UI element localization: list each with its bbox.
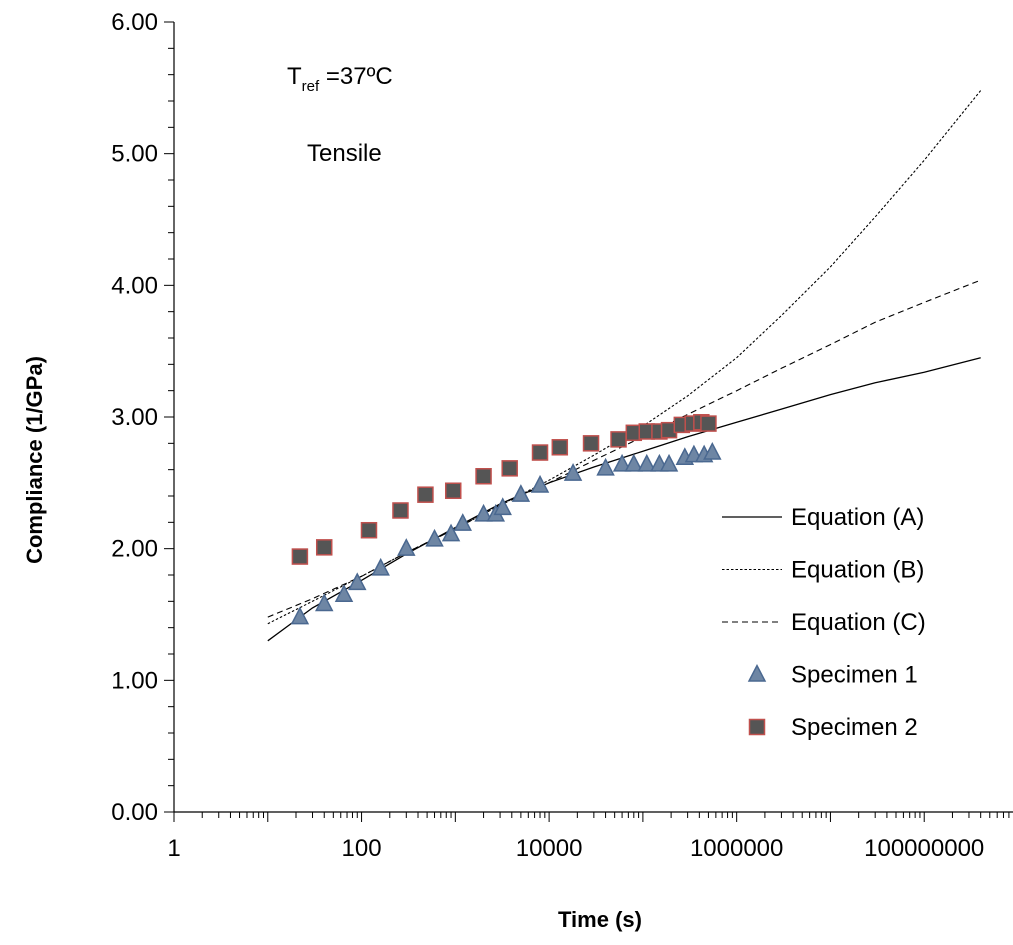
series-line-2 xyxy=(267,279,981,618)
x-tick-label: 100 xyxy=(342,835,382,862)
specimen-2-point xyxy=(700,415,717,432)
series-line-1 xyxy=(267,90,982,625)
specimen-2-point xyxy=(291,548,309,565)
specimen-2-point xyxy=(360,521,378,539)
series-line-0 xyxy=(267,357,981,642)
specimen-1-point xyxy=(348,572,367,591)
specimen-1-point xyxy=(474,503,493,522)
y-axis-title: Compliance (1/GPa) xyxy=(22,356,47,564)
mode-annotation: Tensile xyxy=(307,140,382,167)
legend-label: Equation (C) xyxy=(791,609,926,636)
x-tick-label: 1 xyxy=(167,835,180,862)
specimen-1-point xyxy=(511,484,531,502)
x-tick-label: 100000000 xyxy=(864,835,984,862)
x-tick-label: 10000 xyxy=(516,835,583,862)
specimen-1-point xyxy=(493,497,512,516)
y-tick-label: 2.00 xyxy=(111,536,158,563)
specimen-1-point xyxy=(596,457,615,476)
specimen-2-point xyxy=(475,468,492,485)
specimen-2-point xyxy=(315,539,333,556)
specimen-1-point xyxy=(397,538,416,556)
specimen-1-point xyxy=(334,584,354,602)
specimen-2-point xyxy=(610,431,627,448)
specimen-1-point xyxy=(530,474,550,493)
specimen-2-point xyxy=(501,460,518,477)
legend-label: Specimen 1 xyxy=(791,662,918,689)
specimen-1-point xyxy=(563,463,583,481)
specimen-1-point xyxy=(453,513,472,531)
tref-subscript: ref xyxy=(302,78,320,95)
legend-label: Equation (B) xyxy=(791,557,924,584)
tref-symbol: T xyxy=(287,63,302,90)
x-axis-title: Time (s) xyxy=(558,907,642,932)
legend-label: Equation (A) xyxy=(791,504,924,531)
y-tick-label: 6.00 xyxy=(111,9,158,36)
y-tick-label: 3.00 xyxy=(111,404,158,431)
specimen-1-point xyxy=(703,441,722,460)
y-tick-label: 4.00 xyxy=(111,272,158,299)
specimen-1-point xyxy=(425,528,444,547)
specimen-2-point xyxy=(444,482,462,499)
specimen-2-point xyxy=(551,439,569,456)
y-tick-label: 5.00 xyxy=(111,141,158,168)
specimen-2-point xyxy=(531,444,549,461)
specimen-1-point xyxy=(290,606,310,625)
specimen-1-point xyxy=(612,453,632,472)
plot-area xyxy=(267,90,982,642)
specimen-1-point xyxy=(371,557,390,576)
legend-swatch-square xyxy=(748,718,766,736)
legend: Equation (A) Equation (B) Equation (C) Spec… xyxy=(722,504,926,741)
y-tick-label: 0.00 xyxy=(111,799,158,826)
specimen-1-point xyxy=(624,453,644,472)
specimen-2-point xyxy=(582,435,600,452)
specimen-1-point xyxy=(315,593,334,612)
specimen-2-point xyxy=(417,486,434,503)
axes: 0.00 1.00 2.00 3.00 4.00 5.00 6.00 1 100 10000 100… xyxy=(111,9,1013,862)
legend-swatch-triangle xyxy=(747,663,767,682)
tref-annotation: Tref =37ºC xyxy=(287,63,393,95)
tref-value: =37ºC xyxy=(319,63,392,90)
specimen-2-point xyxy=(392,502,409,519)
specimen-1-point xyxy=(659,453,679,472)
y-tick-label: 1.00 xyxy=(111,667,158,694)
x-tick-label: 1000000 xyxy=(690,835,783,862)
legend-label: Specimen 2 xyxy=(791,714,918,741)
specimen-1-point xyxy=(637,453,657,472)
specimen-1-point xyxy=(441,523,461,542)
